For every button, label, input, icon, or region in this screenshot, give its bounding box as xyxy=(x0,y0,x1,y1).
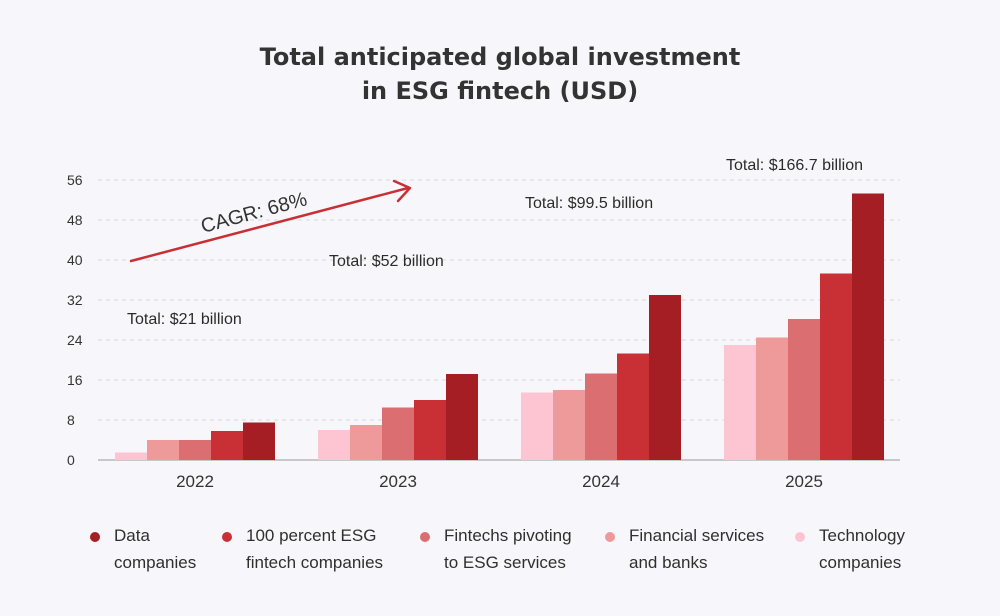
y-tick-label: 8 xyxy=(67,412,75,428)
bar xyxy=(147,440,179,460)
x-tick-label: 2023 xyxy=(379,472,417,491)
chart-title: Total anticipated global investment in E… xyxy=(0,40,1000,108)
bar xyxy=(852,193,884,460)
bar xyxy=(820,273,852,460)
legend-swatch xyxy=(420,532,430,542)
x-tick-label: 2024 xyxy=(582,472,620,491)
y-tick-label: 40 xyxy=(67,252,83,268)
bar xyxy=(115,452,147,460)
total-label: Total: $21 billion xyxy=(127,311,242,328)
bar xyxy=(179,440,211,460)
total-label: Total: $166.7 billion xyxy=(726,157,863,174)
bar xyxy=(211,431,243,460)
y-tick-label: 0 xyxy=(67,452,75,468)
bar xyxy=(724,345,756,460)
x-tick-label: 2025 xyxy=(785,472,823,491)
legend-swatch xyxy=(90,532,100,542)
bar xyxy=(521,392,553,460)
bar xyxy=(788,319,820,460)
bar xyxy=(243,422,275,460)
cagr-label: CAGR: 68% xyxy=(199,188,310,237)
total-label: Total: $99.5 billion xyxy=(525,195,653,212)
y-tick-label: 32 xyxy=(67,292,83,308)
total-label: Total: $52 billion xyxy=(329,253,444,270)
legend-label: Financial services and banks xyxy=(629,526,765,572)
bar xyxy=(756,337,788,460)
legend-label: Data companies xyxy=(114,526,197,572)
y-tick-label: 48 xyxy=(67,212,83,228)
legend-label: 100 percent ESG fintech companies xyxy=(246,526,384,572)
bar xyxy=(553,390,585,460)
cagr-arrow-head xyxy=(392,179,412,203)
y-tick-label: 24 xyxy=(67,332,83,348)
bar xyxy=(649,295,681,460)
legend-swatch xyxy=(222,532,232,542)
bar xyxy=(414,400,446,460)
bar xyxy=(382,407,414,460)
cagr-arrow-line xyxy=(129,186,410,263)
x-tick-label: 2022 xyxy=(176,472,214,491)
legend: Data companies 100 percent ESG fintech c… xyxy=(0,522,1000,582)
legend-swatch xyxy=(795,532,805,542)
chart-title-line-1: Total anticipated global investment xyxy=(259,43,741,71)
bar xyxy=(585,373,617,460)
legend-label: Fintechs pivoting to ESG services xyxy=(444,526,572,572)
bar xyxy=(617,353,649,460)
bar xyxy=(446,374,478,460)
legend-label: Technology companies xyxy=(819,526,906,572)
y-tick-label: 56 xyxy=(67,172,83,188)
y-tick-label: 16 xyxy=(67,372,83,388)
legend-swatch xyxy=(605,532,615,542)
chart-title-line-2: in ESG fintech (USD) xyxy=(361,77,639,105)
bar xyxy=(318,430,350,460)
bar xyxy=(350,425,382,460)
